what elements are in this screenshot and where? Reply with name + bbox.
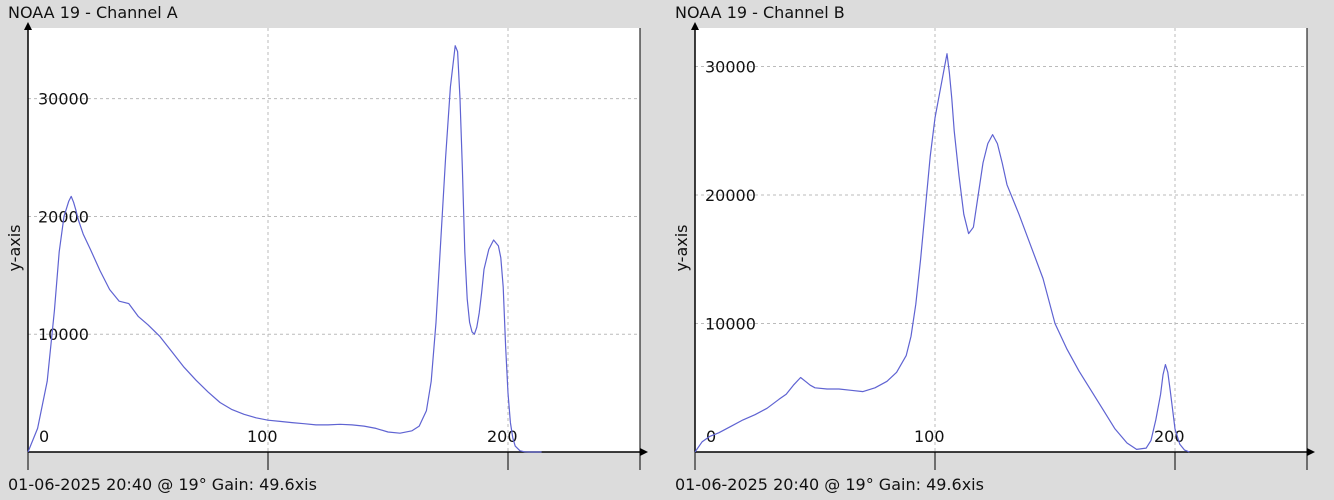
chart-footer-channel-b: 01-06-2025 20:40 @ 19° Gain: 49.6xis [675,475,984,494]
series-line [694,53,1190,453]
y-tick-label: 30000 [705,58,756,77]
y-tick-label: 20000 [705,186,756,205]
x-tick-label: 100 [914,427,945,446]
x-tick-label: 200 [487,427,518,446]
chart-panel-channel-b: 0 100 200 10000 20000 30000 y-axis NOAA 19 - C… [667,0,1334,500]
y-axis-arrow-icon [691,22,699,30]
y-tick-label: 10000 [705,315,756,334]
chart-title-channel-b: NOAA 19 - Channel B [675,3,845,22]
y-axis-label: y-axis [672,224,691,271]
x-tick-label: 200 [1154,427,1185,446]
chart-title-channel-a: NOAA 19 - Channel A [8,3,178,22]
y-tick-label: 30000 [38,90,89,109]
series-line [27,45,542,453]
chart-panel-channel-a: 0 100 200 10000 20000 30000 y-axis NOAA 19 - C… [5,3,648,494]
chart-footer-channel-a: 01-06-2025 20:40 @ 19° Gain: 49.6xis [8,475,317,494]
x-tick-label: 100 [247,427,278,446]
x-axis-arrow-icon [1307,448,1315,456]
plot-area [695,28,1307,452]
y-axis-label: y-axis [5,224,24,271]
plot-area [28,28,640,452]
y-axis-arrow-icon [24,22,32,30]
y-tick-label: 10000 [38,325,89,344]
x-axis-arrow-icon [640,448,648,456]
x-tick-label: 0 [39,427,49,446]
